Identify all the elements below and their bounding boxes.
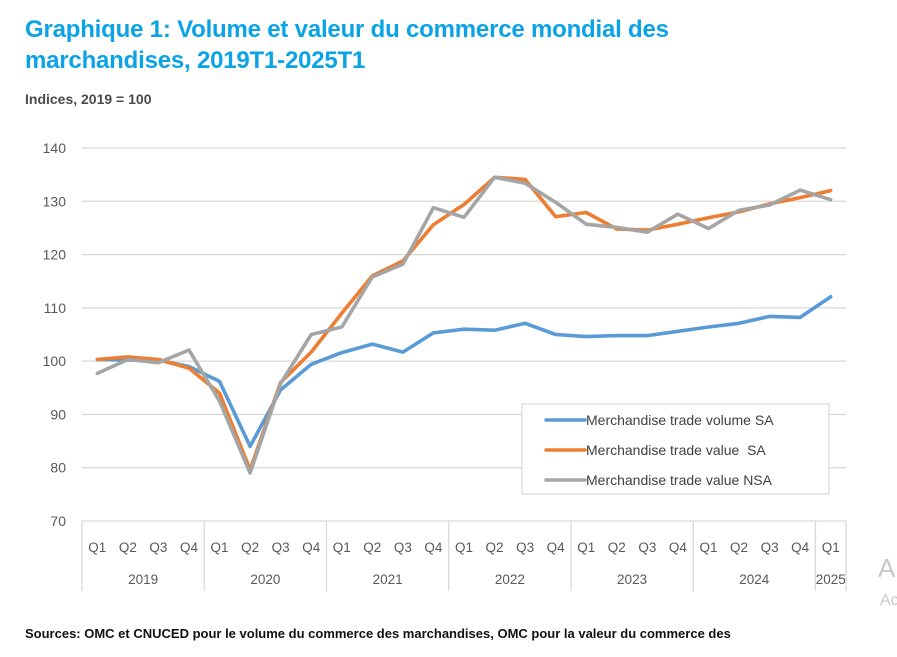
sources-footnote: Sources: OMC et CNUCED pour le volume du…: [25, 626, 731, 641]
y-axis-ticks: 70 80 90 100 110 120 130 140: [43, 140, 67, 529]
chart-title: Graphique 1: Volume et valeur du commerc…: [25, 16, 669, 74]
x-tick-label: Q4: [791, 540, 810, 555]
x-tick-label: Q3: [516, 540, 534, 555]
y-tick-label: 70: [50, 513, 66, 529]
x-tick-label: Q1: [455, 540, 473, 555]
x-tick-label: Q2: [730, 540, 748, 555]
legend-label: Merchandise trade value NSA: [586, 472, 773, 488]
x-tick-label: Q4: [180, 540, 199, 555]
x-tick-label: Q3: [394, 540, 412, 555]
x-tick-label: Q2: [241, 540, 259, 555]
x-year-label: 2023: [617, 572, 647, 587]
x-tick-label: Q2: [363, 540, 381, 555]
y-tick-label: 90: [50, 406, 66, 422]
x-tick-label: Q3: [761, 540, 779, 555]
legend-label: Merchandise trade volume SA: [586, 412, 774, 428]
x-year-label: 2024: [739, 572, 770, 587]
x-year-label: 2025: [816, 572, 846, 587]
series-lines: [95, 175, 833, 475]
x-tick-label: Q3: [638, 540, 656, 555]
x-tick-label: Q1: [333, 540, 351, 555]
watermark-subtext: Ac: [880, 592, 897, 609]
x-tick-label: Q1: [699, 540, 717, 555]
y-tick-label: 140: [43, 140, 67, 156]
x-tick-label: Q1: [88, 540, 106, 555]
watermark-text: A: [878, 553, 896, 583]
x-tick-label: Q1: [822, 540, 840, 555]
x-year-label: 2022: [495, 572, 525, 587]
y-tick-label: 100: [43, 353, 67, 369]
x-tick-label: Q1: [211, 540, 229, 555]
x-tick-label: Q3: [149, 540, 167, 555]
x-tick-label: Q3: [272, 540, 290, 555]
x-tick-label: Q4: [547, 540, 566, 555]
x-tick-label: Q4: [424, 540, 443, 555]
x-year-label: 2019: [128, 572, 158, 587]
x-tick-label: Q4: [669, 540, 688, 555]
y-tick-label: 120: [43, 247, 67, 263]
x-axis: Q1 Q2 Q3 Q4 Q1 Q2 Q3 Q4 Q1 Q2 Q3 Q4 Q1 Q2 Q3 Q4 Q1 Q2 Q3 Q4…: [81, 520, 847, 591]
legend: Merchandise trade volume SA Merchandise t…: [521, 403, 830, 495]
x-year-label: 2021: [373, 572, 403, 587]
x-tick-label: Q4: [302, 540, 321, 555]
legend-label: Merchandise trade value SA: [586, 442, 766, 458]
x-tick-label: Q2: [119, 540, 137, 555]
chart-subtitle: Indices, 2019 = 100: [25, 91, 152, 107]
x-tick-label: Q2: [486, 540, 504, 555]
y-tick-label: 130: [43, 193, 67, 209]
x-year-label: 2020: [250, 572, 280, 587]
y-tick-label: 110: [44, 300, 67, 316]
y-tick-label: 80: [50, 460, 66, 476]
x-tick-label: Q1: [577, 540, 595, 555]
x-tick-label: Q2: [608, 540, 626, 555]
